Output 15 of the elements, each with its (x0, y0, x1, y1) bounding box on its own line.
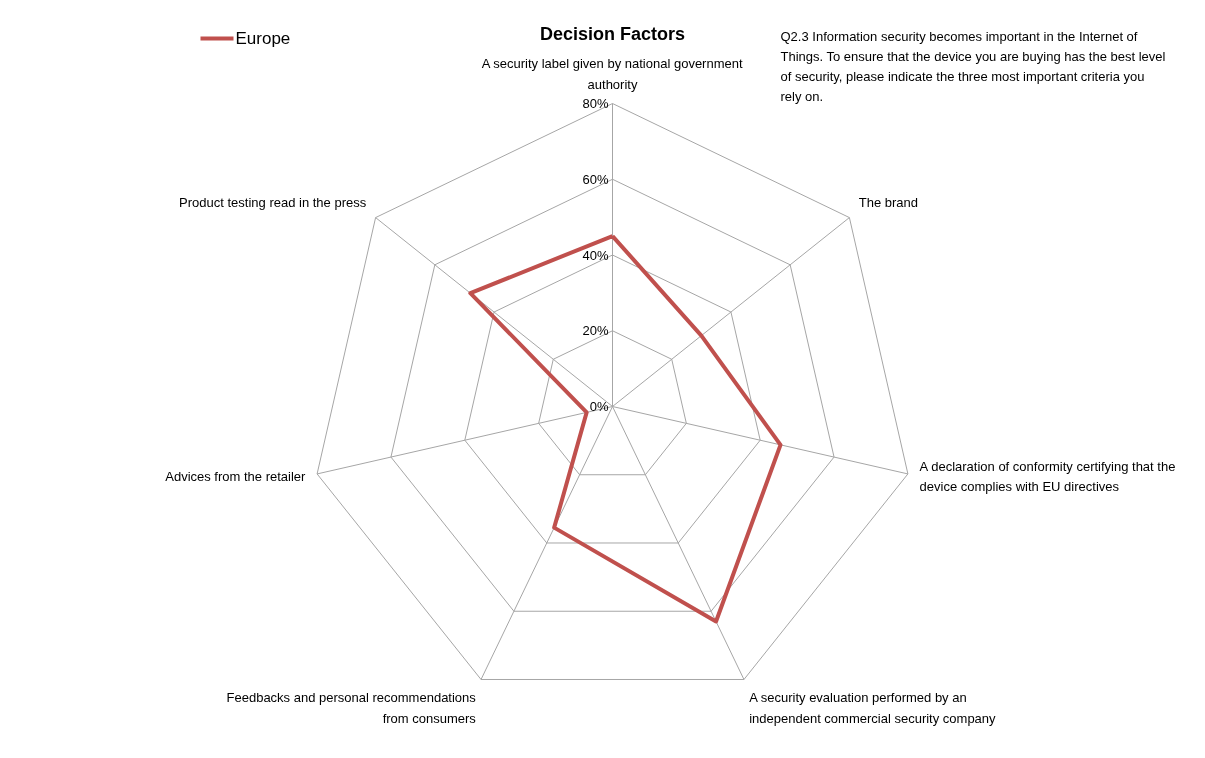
y-tick-label: 20% (582, 323, 609, 339)
y-tick-label: 80% (582, 96, 609, 111)
spoke-label: Feedbacks and personal recommendations from consumers (226, 690, 477, 726)
text: Q2.3 Information security becomes important in the Internet of Things. To ensure that the device you are buying has the best level of security, please indicate the three most important criteria you rely on. (780, 28, 1166, 105)
y-tick-label: 60% (582, 171, 609, 187)
y-tick-label: 40% (582, 247, 609, 263)
spoke-label: The brand (858, 195, 919, 211)
spoke-label: A declaration of conformity certifying that the device complies with EU directives (919, 458, 1176, 495)
spoke-label: A security evaluation performed by an independent commercial security company (749, 690, 997, 726)
legend-label: Europe (235, 29, 291, 48)
y-tick-label: 0% (589, 399, 609, 414)
spoke-label: Product testing read in the press (179, 195, 367, 211)
spoke-label: Advices from the retailer (165, 469, 307, 485)
chart-title: Decision Factors (539, 23, 686, 44)
spoke-label: A security label given by national government authority (481, 56, 743, 92)
